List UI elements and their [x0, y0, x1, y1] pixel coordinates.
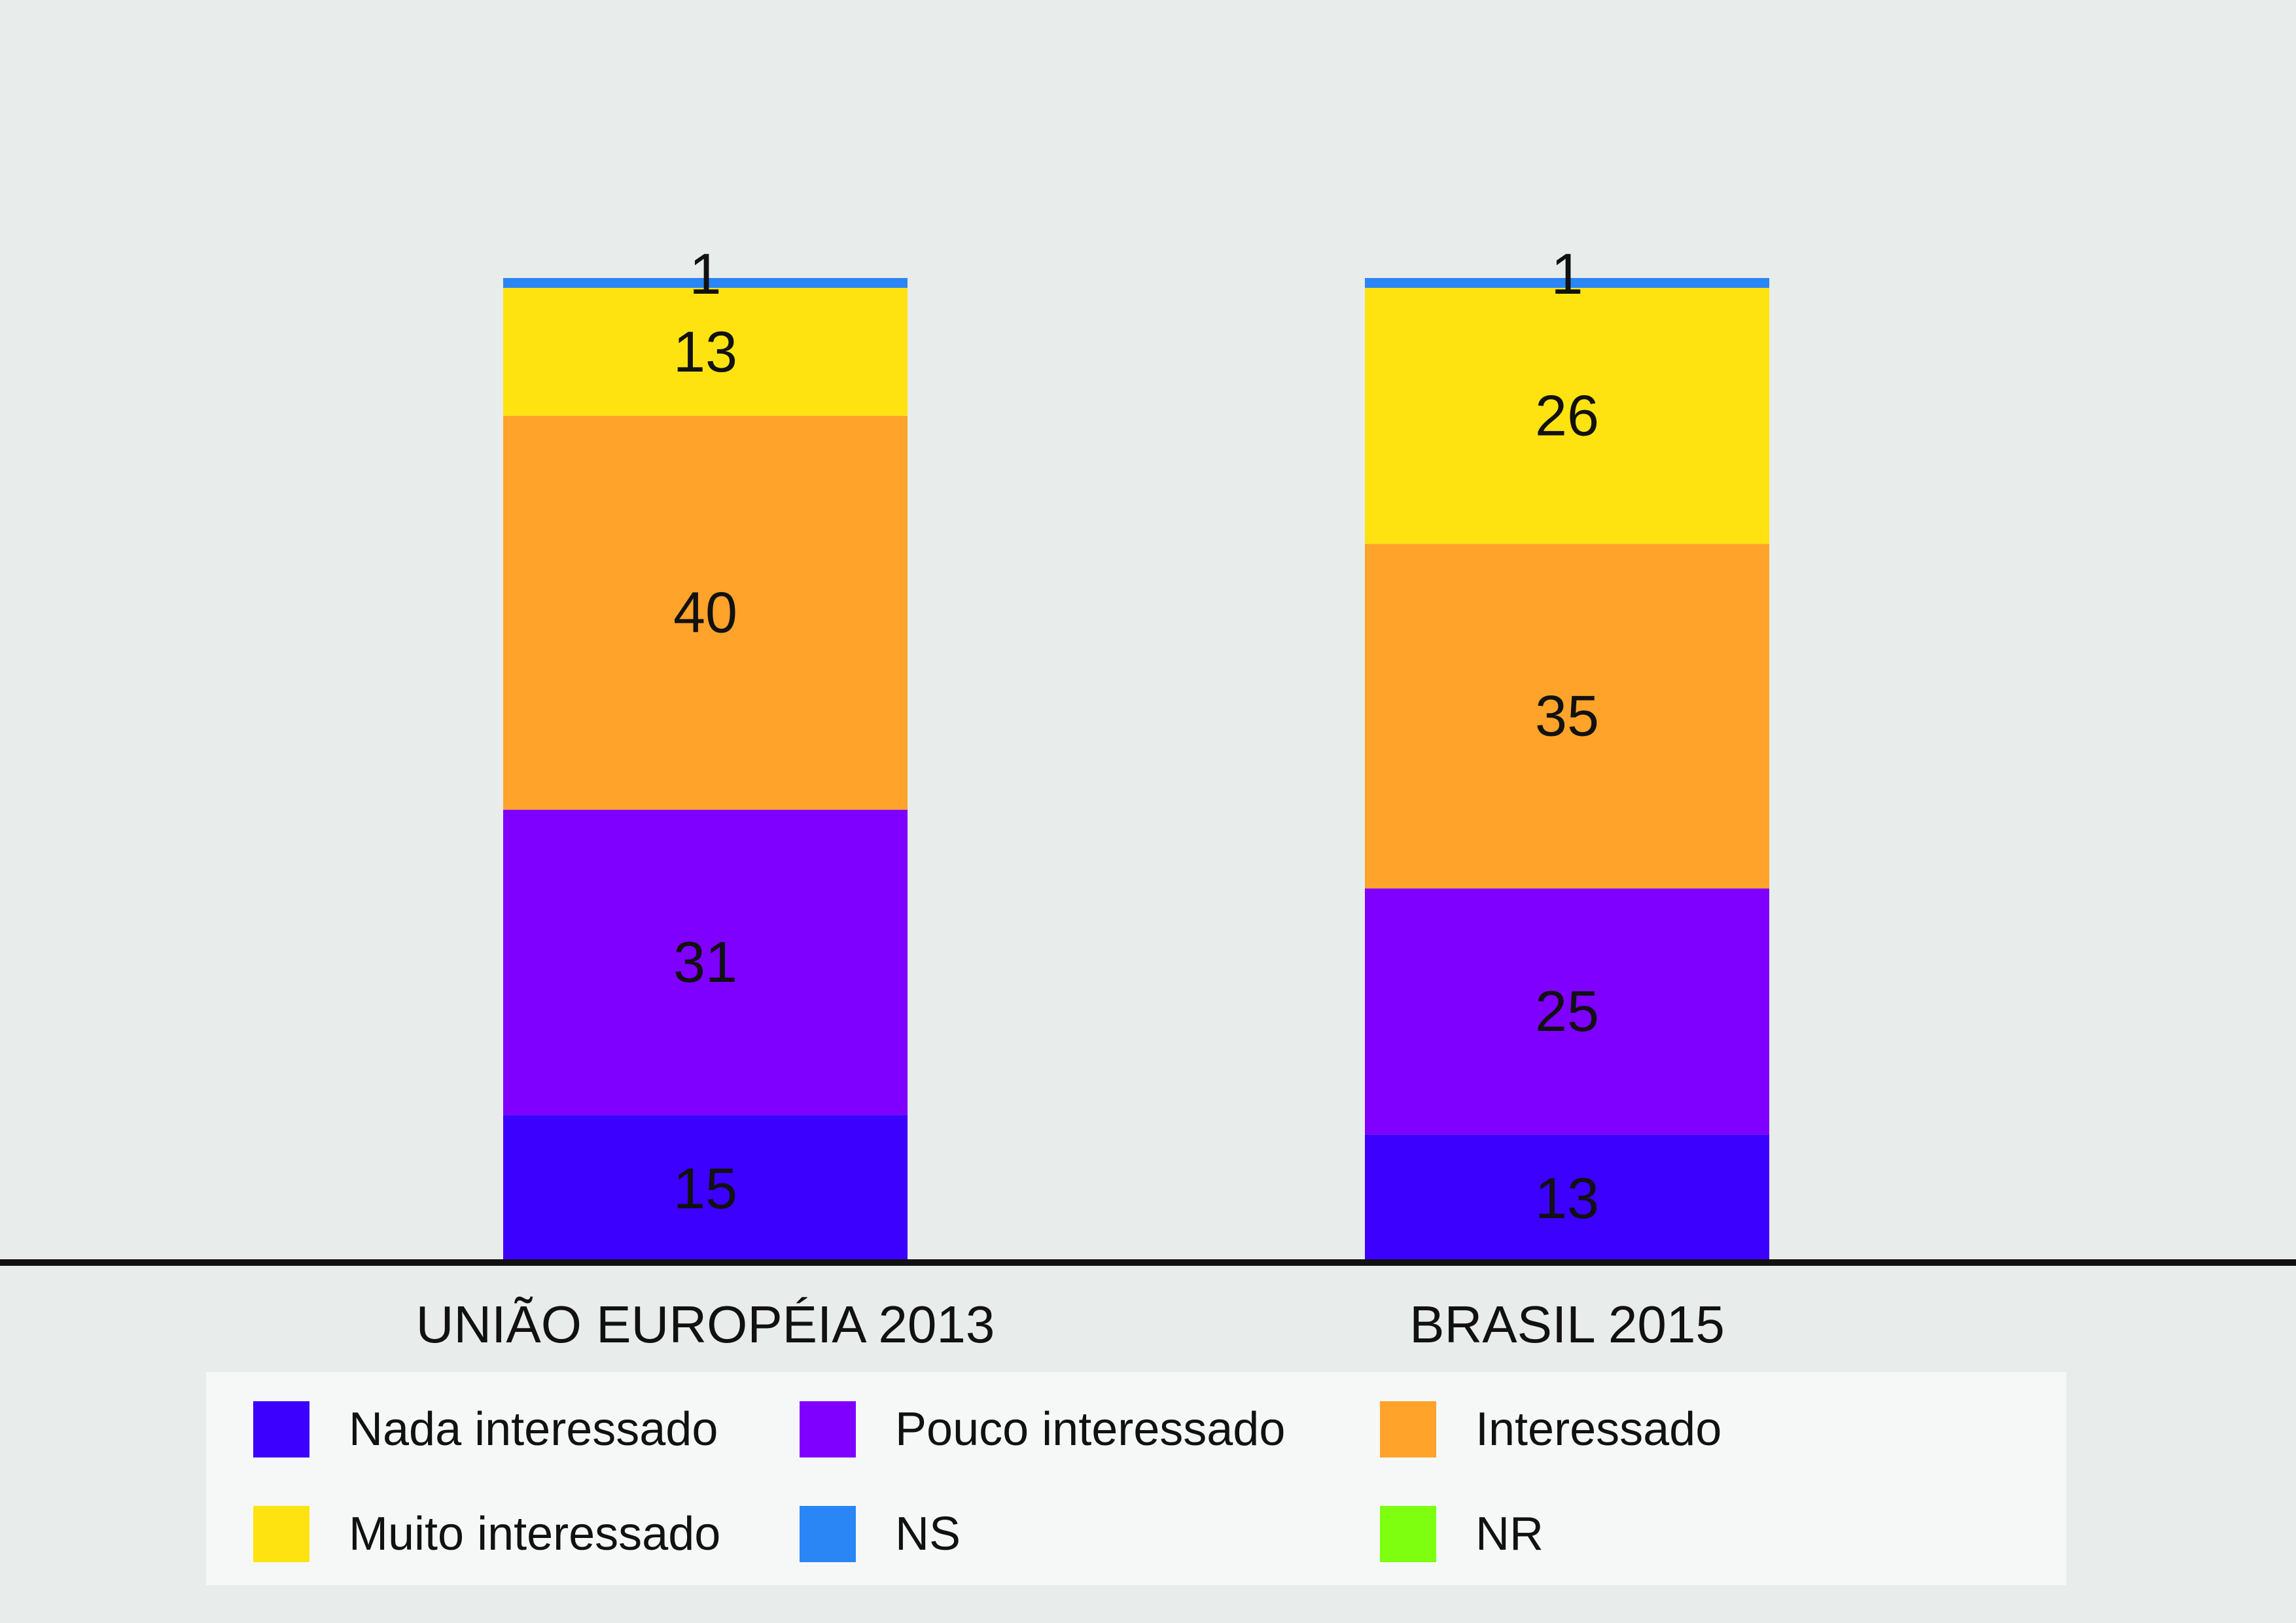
- legend-item-muito-interessado: Muito interessado: [253, 1506, 720, 1562]
- bar-segment-ns-uniao-europeia-2013: [503, 278, 908, 288]
- legend-label-pouco-interessado: Pouco interessado: [895, 1403, 1286, 1456]
- bar-segment-interessado-uniao-europeia-2013: [503, 415, 908, 810]
- data-label-interessado-uniao-europeia-2013: 40: [673, 580, 737, 645]
- legend-item-nr: NR: [1380, 1506, 1544, 1562]
- legend-swatch-nada-interessado: [253, 1401, 309, 1457]
- legend-label-muito-interessado: Muito interessado: [349, 1508, 721, 1560]
- value-labels-layer: 15 31 40 13 1 13 25 35 26 1: [673, 241, 1599, 1230]
- bars-layer: [503, 278, 1769, 1263]
- legend: Nada interessado Pouco interessado Inter…: [206, 1372, 2066, 1585]
- bar-segment-nada-interessado-uniao-europeia-2013: [503, 1115, 908, 1263]
- legend-swatch-muito-interessado: [253, 1506, 309, 1562]
- data-label-muito-interessado-uniao-europeia-2013: 13: [673, 319, 737, 384]
- legend-label-nr: NR: [1475, 1508, 1544, 1560]
- legend-item-nada-interessado: Nada interessado: [253, 1401, 718, 1457]
- legend-swatch-pouco-interessado: [800, 1401, 856, 1457]
- data-label-interessado-brasil-2015: 35: [1535, 684, 1599, 748]
- legend-item-interessado: Interessado: [1380, 1401, 1722, 1457]
- bar-segment-interessado-brasil-2015: [1365, 544, 1769, 889]
- legend-swatch-nr: [1380, 1506, 1436, 1562]
- legend-swatch-ns: [800, 1506, 856, 1562]
- data-label-pouco-interessado-uniao-europeia-2013: 31: [673, 930, 737, 994]
- data-label-nada-interessado-brasil-2015: 13: [1535, 1166, 1599, 1230]
- bar-segment-ns-brasil-2015: [1365, 278, 1769, 288]
- legend-item-ns: NS: [800, 1506, 961, 1562]
- data-label-nada-interessado-uniao-europeia-2013: 15: [673, 1156, 737, 1221]
- data-label-ns-brasil-2015: 1: [1551, 241, 1583, 306]
- category-label-brasil-2015: BRASIL 2015: [1409, 1295, 1725, 1353]
- bar-segment-pouco-interessado-uniao-europeia-2013: [503, 809, 908, 1115]
- data-label-ns-uniao-europeia-2013: 1: [690, 241, 722, 306]
- legend-label-interessado: Interessado: [1475, 1403, 1722, 1456]
- data-label-muito-interessado-brasil-2015: 26: [1535, 383, 1599, 448]
- data-label-pouco-interessado-brasil-2015: 25: [1535, 979, 1599, 1043]
- bar-segment-nada-interessado-brasil-2015: [1365, 1134, 1769, 1263]
- bar-segment-muito-interessado-brasil-2015: [1365, 288, 1769, 544]
- bar-segment-pouco-interessado-brasil-2015: [1365, 888, 1769, 1135]
- bar-segment-muito-interessado-uniao-europeia-2013: [503, 288, 908, 416]
- category-labels-layer: UNIÃO EUROPÉIA 2013 BRASIL 2015: [416, 1295, 1725, 1353]
- legend-label-nada-interessado: Nada interessado: [349, 1403, 718, 1456]
- legend-swatch-interessado: [1380, 1401, 1436, 1457]
- legend-item-pouco-interessado: Pouco interessado: [800, 1401, 1285, 1457]
- category-label-uniao-europeia-2013: UNIÃO EUROPÉIA 2013: [416, 1295, 995, 1353]
- legend-label-ns: NS: [895, 1508, 961, 1560]
